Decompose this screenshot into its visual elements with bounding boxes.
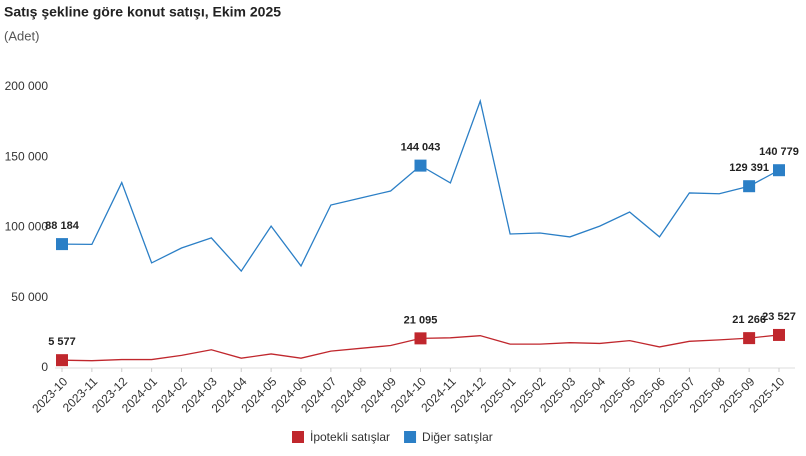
point-marker — [773, 164, 785, 177]
y-tick-label: 100 000 — [5, 220, 49, 234]
point-marker — [56, 238, 68, 251]
legend-label: Diğer satışlar — [422, 430, 493, 444]
point-marker — [56, 354, 68, 367]
value-label: 144 043 — [401, 142, 441, 154]
y-tick-label: 200 000 — [5, 79, 49, 93]
point-marker — [743, 332, 756, 345]
value-label: 5 577 — [48, 336, 76, 348]
y-tick-label: 150 000 — [5, 149, 49, 163]
point-marker — [414, 332, 427, 345]
point-marker — [743, 180, 756, 193]
value-label: 23 527 — [762, 311, 796, 323]
y-tick-label: 50 000 — [11, 290, 48, 304]
value-label: 88 184 — [45, 220, 80, 232]
chart-subtitle: (Adet) — [4, 28, 39, 43]
chart-title: Satış şekline göre konut satışı, Ekim 20… — [4, 4, 281, 20]
legend-swatch — [292, 431, 304, 443]
value-label: 21 095 — [404, 314, 438, 326]
value-label: 21 266 — [732, 314, 766, 326]
point-marker — [773, 328, 785, 341]
legend-swatch — [404, 431, 417, 443]
value-label: 140 779 — [759, 146, 799, 158]
point-marker — [414, 159, 427, 172]
legend-label: İpotekli satışlar — [310, 430, 390, 444]
series-line — [61, 98, 780, 273]
value-label: 129 391 — [729, 162, 769, 174]
y-tick-label: 0 — [41, 360, 48, 374]
